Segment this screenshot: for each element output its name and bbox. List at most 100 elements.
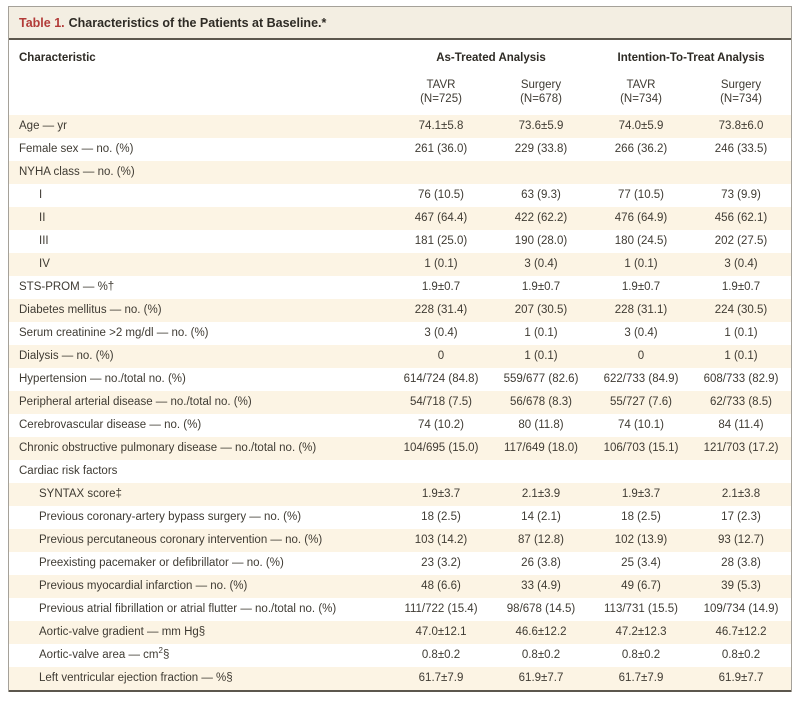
cell-tavr-itt: 113/731 (15.5) bbox=[604, 603, 678, 615]
cell-surgery-itt: 608/733 (82.9) bbox=[703, 373, 779, 385]
row-label: Dialysis — no. (%) bbox=[19, 350, 114, 362]
cell-surgery-as-treated: 26 (3.8) bbox=[521, 557, 561, 569]
row-label: IV bbox=[39, 258, 50, 270]
row-label: III bbox=[39, 235, 49, 247]
cell-surgery-itt: 202 (27.5) bbox=[714, 235, 768, 247]
row-label: Cardiac risk factors bbox=[19, 465, 118, 477]
cell-tavr-as-treated: 1.9±3.7 bbox=[421, 488, 461, 500]
table-row: Previous atrial fibrillation or atrial f… bbox=[9, 598, 791, 621]
cell-surgery-as-treated: 3 (0.4) bbox=[524, 258, 558, 270]
table-row: Previous myocardial infarction — no. (%)… bbox=[9, 575, 791, 598]
table-row: Cerebrovascular disease — no. (%) 74 (10… bbox=[9, 414, 791, 437]
cell-surgery-as-treated: 2.1±3.9 bbox=[521, 488, 561, 500]
cell-tavr-as-treated: 181 (25.0) bbox=[414, 235, 468, 247]
table-row: Aortic-valve area — cm2§ 0.8±0.2 0.8±0.2… bbox=[9, 644, 791, 667]
cell-surgery-as-treated: 61.9±7.7 bbox=[518, 672, 564, 684]
cell-tavr-as-treated: 261 (36.0) bbox=[414, 143, 468, 155]
row-label: Cerebrovascular disease — no. (%) bbox=[19, 419, 202, 431]
page: Table 1. Characteristics of the Patients … bbox=[8, 6, 792, 692]
cell-tavr-itt: 74 (10.1) bbox=[617, 419, 665, 431]
table-row: Female sex — no. (%) 261 (36.0) 229 (33.… bbox=[9, 138, 791, 161]
cell-tavr-itt: 1.9±0.7 bbox=[621, 281, 661, 293]
cell-surgery-as-treated: 190 (28.0) bbox=[514, 235, 568, 247]
cell-surgery-itt: 2.1±3.8 bbox=[721, 488, 761, 500]
column-group-as-treated: As-Treated Analysis bbox=[436, 52, 546, 64]
cell-surgery-as-treated: 0.8±0.2 bbox=[521, 649, 561, 661]
row-label: Left ventricular ejection fraction — %§ bbox=[39, 672, 233, 684]
table-row: I 76 (10.5) 63 (9.3) 77 (10.5) 73 (9.9) bbox=[9, 184, 791, 207]
cell-surgery-as-treated: 98/678 (14.5) bbox=[506, 603, 576, 615]
cell-tavr-itt: 1 (0.1) bbox=[624, 258, 658, 270]
cell-surgery-itt: 0.8±0.2 bbox=[721, 649, 761, 661]
cell-surgery-as-treated: 559/677 (82.6) bbox=[503, 373, 579, 385]
column-subheader-n: (N=678) bbox=[520, 93, 562, 105]
cell-tavr-itt: 3 (0.4) bbox=[624, 327, 658, 339]
cell-surgery-itt: 109/734 (14.9) bbox=[703, 603, 779, 615]
cell-tavr-itt: 106/703 (15.1) bbox=[603, 442, 679, 454]
cell-surgery-as-treated: 229 (33.8) bbox=[514, 143, 568, 155]
cell-tavr-as-treated: 74.1±5.8 bbox=[418, 120, 464, 132]
cell-tavr-itt: 622/733 (84.9) bbox=[603, 373, 679, 385]
cell-tavr-as-treated: 47.0±12.1 bbox=[415, 626, 467, 638]
cell-tavr-itt: 180 (24.5) bbox=[614, 235, 668, 247]
cell-tavr-itt: 0 bbox=[637, 350, 645, 362]
cell-tavr-as-treated: 228 (31.4) bbox=[414, 304, 468, 316]
table-title-bar: Table 1. Characteristics of the Patients … bbox=[9, 7, 791, 40]
column-subheader-arm: Surgery bbox=[720, 79, 762, 91]
cell-surgery-as-treated: 63 (9.3) bbox=[521, 189, 561, 201]
cell-surgery-itt: 1.9±0.7 bbox=[721, 281, 761, 293]
cell-surgery-as-treated: 14 (2.1) bbox=[521, 511, 561, 523]
column-header-characteristic: Characteristic bbox=[19, 52, 96, 64]
table-row: Previous percutaneous coronary intervent… bbox=[9, 529, 791, 552]
column-subheader: TAVR (N=734) bbox=[591, 78, 691, 106]
table-row: STS-PROM — %† 1.9±0.7 1.9±0.7 1.9±0.7 1.… bbox=[9, 276, 791, 299]
cell-surgery-itt: 61.9±7.7 bbox=[718, 672, 764, 684]
cell-tavr-itt: 49 (6.7) bbox=[621, 580, 661, 592]
table-row: Dialysis — no. (%) 0 1 (0.1) 0 1 (0.1) bbox=[9, 345, 791, 368]
row-label: Previous percutaneous coronary intervent… bbox=[39, 534, 323, 546]
cell-tavr-itt: 18 (2.5) bbox=[621, 511, 661, 523]
cell-tavr-itt: 47.2±12.3 bbox=[615, 626, 667, 638]
row-label: Peripheral arterial disease — no./total … bbox=[19, 396, 252, 408]
column-subheader: TAVR (N=725) bbox=[391, 78, 491, 106]
table-row: Aortic-valve gradient — mm Hg§ 47.0±12.1… bbox=[9, 621, 791, 644]
table-bottom-rule bbox=[9, 690, 791, 692]
column-subheader-arm: Surgery bbox=[520, 79, 562, 91]
cell-surgery-as-treated: 207 (30.5) bbox=[514, 304, 568, 316]
cell-tavr-itt: 0.8±0.2 bbox=[621, 649, 661, 661]
cell-surgery-as-treated: 1 (0.1) bbox=[524, 327, 558, 339]
cell-surgery-as-treated: 422 (62.2) bbox=[514, 212, 568, 224]
table-row: Hypertension — no./total no. (%) 614/724… bbox=[9, 368, 791, 391]
cell-tavr-as-treated: 74 (10.2) bbox=[417, 419, 465, 431]
cell-surgery-itt: 84 (11.4) bbox=[718, 419, 764, 431]
cell-tavr-as-treated: 54/718 (7.5) bbox=[409, 396, 472, 408]
cell-tavr-as-treated: 1 (0.1) bbox=[424, 258, 458, 270]
cell-surgery-itt: 39 (5.3) bbox=[721, 580, 761, 592]
table-row: Peripheral arterial disease — no./total … bbox=[9, 391, 791, 414]
cell-surgery-itt: 62/733 (8.5) bbox=[709, 396, 772, 408]
row-label: Age — yr bbox=[19, 120, 67, 132]
cell-tavr-as-treated: 23 (3.2) bbox=[421, 557, 461, 569]
row-label: SYNTAX score‡ bbox=[39, 488, 122, 500]
table-subheaders: TAVR (N=725) Surgery (N=678) TAVR (N=734… bbox=[9, 78, 791, 115]
column-subheader-n: (N=725) bbox=[420, 93, 462, 105]
table-row: IV 1 (0.1) 3 (0.4) 1 (0.1) 3 (0.4) bbox=[9, 253, 791, 276]
cell-tavr-as-treated: 467 (64.4) bbox=[414, 212, 468, 224]
row-label: I bbox=[39, 189, 43, 201]
cell-surgery-itt: 46.7±12.2 bbox=[715, 626, 767, 638]
column-subheader: Surgery (N=678) bbox=[491, 78, 591, 106]
row-label: Diabetes mellitus — no. (%) bbox=[19, 304, 162, 316]
row-label: Previous atrial fibrillation or atrial f… bbox=[39, 603, 337, 615]
cell-surgery-itt: 1 (0.1) bbox=[724, 327, 758, 339]
cell-tavr-as-treated: 1.9±0.7 bbox=[421, 281, 461, 293]
row-label: STS-PROM — %† bbox=[19, 281, 115, 293]
table-row: III 181 (25.0) 190 (28.0) 180 (24.5) 202… bbox=[9, 230, 791, 253]
cell-surgery-itt: 121/703 (17.2) bbox=[703, 442, 779, 454]
column-group-intention-to-treat: Intention-To-Treat Analysis bbox=[617, 52, 765, 64]
table-body: Age — yr 74.1±5.8 73.6±5.9 74.0±5.9 73.8… bbox=[9, 115, 791, 690]
cell-tavr-as-treated: 48 (6.6) bbox=[421, 580, 461, 592]
table-row: Left ventricular ejection fraction — %§ … bbox=[9, 667, 791, 690]
cell-tavr-as-treated: 103 (14.2) bbox=[414, 534, 468, 546]
cell-surgery-itt: 246 (33.5) bbox=[714, 143, 768, 155]
table-row: Serum creatinine >2 mg/dl — no. (%) 3 (0… bbox=[9, 322, 791, 345]
